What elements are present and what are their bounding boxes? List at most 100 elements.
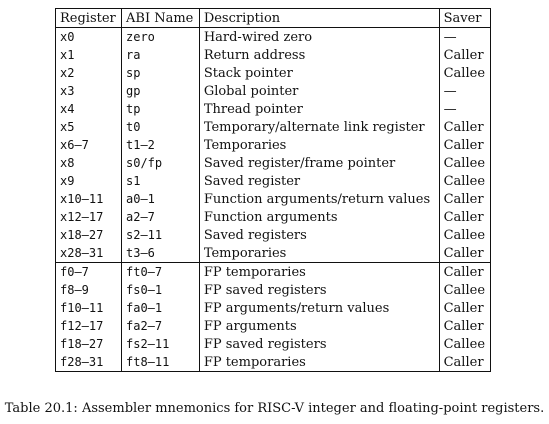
header-saver: Saver: [439, 8, 492, 28]
saver-cell: —: [439, 100, 492, 118]
table-body: x0 zero Hard-wired zero — x1 ra Return address…: [55, 27, 492, 372]
saver-cell: Caller: [439, 353, 492, 372]
table-row: x2 sp Stack pointer Callee: [55, 64, 492, 82]
saver-cell: Caller: [439, 208, 492, 226]
table-row: x4 tp Thread pointer —: [55, 100, 492, 118]
register-cell: f12–17: [55, 317, 122, 335]
register-table: Register ABI Name Description Saver x0 ze…: [55, 8, 492, 372]
saver-cell: Caller: [439, 46, 492, 64]
saver-cell: Caller: [439, 299, 492, 317]
description-cell: Temporaries: [199, 244, 440, 263]
table-row: x0 zero Hard-wired zero —: [55, 27, 492, 46]
description-cell: Thread pointer: [199, 100, 440, 118]
abi-name-cell: ft8–11: [121, 353, 200, 372]
header-register: Register: [55, 8, 122, 28]
register-cell: x9: [55, 172, 122, 190]
description-cell: Temporary/alternate link register: [199, 118, 440, 136]
description-cell: FP arguments: [199, 317, 440, 335]
description-cell: Return address: [199, 46, 440, 64]
register-cell: x10–11: [55, 190, 122, 208]
register-cell: x2: [55, 64, 122, 82]
description-cell: Saved registers: [199, 226, 440, 244]
description-cell: Hard-wired zero: [199, 27, 440, 46]
register-cell: f0–7: [55, 262, 122, 281]
abi-name-cell: tp: [121, 100, 200, 118]
register-cell: x12–17: [55, 208, 122, 226]
table-row: x1 ra Return address Caller: [55, 46, 492, 64]
register-cell: f18–27: [55, 335, 122, 353]
abi-name-cell: s1: [121, 172, 200, 190]
saver-cell: Callee: [439, 172, 492, 190]
register-cell: f28–31: [55, 353, 122, 372]
description-cell: FP saved registers: [199, 335, 440, 353]
saver-cell: —: [439, 82, 492, 100]
saver-cell: Caller: [439, 262, 492, 281]
table-caption: Table 20.1: Assembler mnemonics for RISC…: [4, 401, 545, 416]
table-row: f18–27 fs2–11 FP saved registers Callee: [55, 335, 492, 353]
header-description: Description: [199, 8, 440, 28]
table-row: f0–7 ft0–7 FP temporaries Caller: [55, 262, 492, 281]
abi-name-cell: gp: [121, 82, 200, 100]
register-cell: x0: [55, 27, 122, 46]
abi-name-cell: zero: [121, 27, 200, 46]
saver-cell: Caller: [439, 317, 492, 335]
register-cell: x6–7: [55, 136, 122, 154]
saver-cell: Callee: [439, 335, 492, 353]
abi-name-cell: s0/fp: [121, 154, 200, 172]
register-cell: x28–31: [55, 244, 122, 263]
table-row: f12–17 fa2–7 FP arguments Caller: [55, 317, 492, 335]
table-row: x10–11 a0–1 Function arguments/return valu…: [55, 190, 492, 208]
table-row: x6–7 t1–2 Temporaries Caller: [55, 136, 492, 154]
abi-name-cell: ra: [121, 46, 200, 64]
saver-cell: Caller: [439, 190, 492, 208]
register-cell: x4: [55, 100, 122, 118]
table-row: x8 s0/fp Saved register/frame pointer Calle…: [55, 154, 492, 172]
table-row: x5 t0 Temporary/alternate link register Cal…: [55, 118, 492, 136]
table-row: x18–27 s2–11 Saved registers Callee: [55, 226, 492, 244]
table-row: x28–31 t3–6 Temporaries Caller: [55, 244, 492, 263]
abi-name-cell: fs2–11: [121, 335, 200, 353]
description-cell: Global pointer: [199, 82, 440, 100]
register-cell: f10–11: [55, 299, 122, 317]
register-cell: x3: [55, 82, 122, 100]
register-cell: f8–9: [55, 281, 122, 299]
abi-name-cell: fa2–7: [121, 317, 200, 335]
abi-name-cell: t1–2: [121, 136, 200, 154]
register-cell: x18–27: [55, 226, 122, 244]
saver-cell: Caller: [439, 136, 492, 154]
saver-cell: Callee: [439, 154, 492, 172]
saver-cell: Callee: [439, 281, 492, 299]
table-row: x3 gp Global pointer —: [55, 82, 492, 100]
register-table-container: Register ABI Name Description Saver x0 ze…: [55, 8, 492, 372]
register-cell: x1: [55, 46, 122, 64]
abi-name-cell: sp: [121, 64, 200, 82]
saver-cell: —: [439, 27, 492, 46]
table-row: f10–11 fa0–1 FP arguments/return values Cal…: [55, 299, 492, 317]
description-cell: Function arguments/return values: [199, 190, 440, 208]
abi-name-cell: s2–11: [121, 226, 200, 244]
abi-name-cell: t3–6: [121, 244, 200, 263]
table-row: x12–17 a2–7 Function arguments Caller: [55, 208, 492, 226]
abi-name-cell: a0–1: [121, 190, 200, 208]
saver-cell: Callee: [439, 226, 492, 244]
table-header-row: Register ABI Name Description Saver: [55, 8, 492, 28]
saver-cell: Caller: [439, 244, 492, 263]
description-cell: Temporaries: [199, 136, 440, 154]
description-cell: FP saved registers: [199, 281, 440, 299]
description-cell: Saved register: [199, 172, 440, 190]
description-cell: FP temporaries: [199, 262, 440, 281]
abi-name-cell: fs0–1: [121, 281, 200, 299]
register-cell: x8: [55, 154, 122, 172]
description-cell: FP arguments/return values: [199, 299, 440, 317]
description-cell: Stack pointer: [199, 64, 440, 82]
abi-name-cell: a2–7: [121, 208, 200, 226]
table-row: x9 s1 Saved register Callee: [55, 172, 492, 190]
abi-name-cell: t0: [121, 118, 200, 136]
table-row: f8–9 fs0–1 FP saved registers Callee: [55, 281, 492, 299]
abi-name-cell: ft0–7: [121, 262, 200, 281]
description-cell: Saved register/frame pointer: [199, 154, 440, 172]
saver-cell: Callee: [439, 64, 492, 82]
abi-name-cell: fa0–1: [121, 299, 200, 317]
table-row: f28–31 ft8–11 FP temporaries Caller: [55, 353, 492, 372]
description-cell: Function arguments: [199, 208, 440, 226]
